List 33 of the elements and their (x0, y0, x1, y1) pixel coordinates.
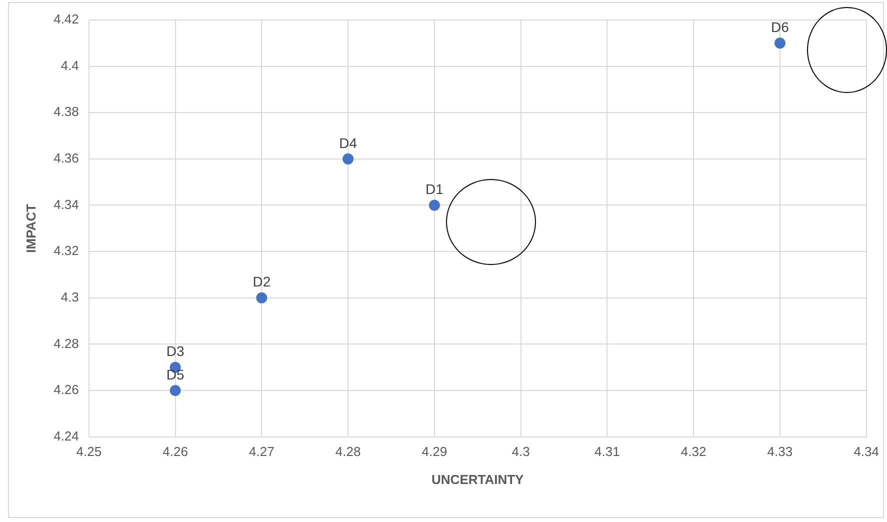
y-tick-label: 4.28 (54, 336, 79, 351)
data-label: D2 (252, 274, 271, 290)
data-label: D1 (425, 181, 444, 198)
y-tick-label: 4.38 (54, 104, 79, 120)
data-label: D5 (166, 366, 184, 382)
point (774, 38, 786, 49)
x-tick-label: 4.27 (249, 444, 274, 460)
y-tick-label: 4.36 (54, 150, 79, 166)
x-tick-label: 4.32 (680, 444, 706, 460)
x-tick-label: 4.31 (594, 444, 620, 460)
y-tick-label: 4.32 (54, 243, 79, 258)
x-tick-label: 4.34 (854, 444, 880, 460)
x-tick-label: 4.28 (335, 444, 361, 460)
y-axis-title: IMPACT (23, 204, 38, 253)
x-tick-label: 4.33 (767, 444, 793, 460)
y-tick-label: 4.26 (54, 382, 79, 398)
y-tick-label: 4.24 (54, 428, 79, 444)
y-tick-label: 4.42 (54, 12, 79, 27)
x-tick-label: 4.29 (422, 444, 448, 460)
data-label: D4 (339, 134, 358, 151)
y-tick-label: 4.34 (54, 196, 79, 212)
y-tick-label: 4.3 (60, 289, 79, 304)
point (170, 384, 181, 396)
data-label: D6 (771, 19, 790, 36)
data-label: D3 (166, 343, 184, 360)
x-axis-title: UNCERTAINTY (432, 472, 524, 487)
point (428, 200, 440, 211)
x-tick-label: 4.25 (76, 444, 102, 460)
x-tick-label: 4.3 (512, 444, 530, 460)
point (342, 153, 354, 164)
x-tick-label: 4.26 (162, 444, 188, 460)
y-tick-label: 4.4 (60, 58, 79, 73)
point (256, 292, 268, 304)
